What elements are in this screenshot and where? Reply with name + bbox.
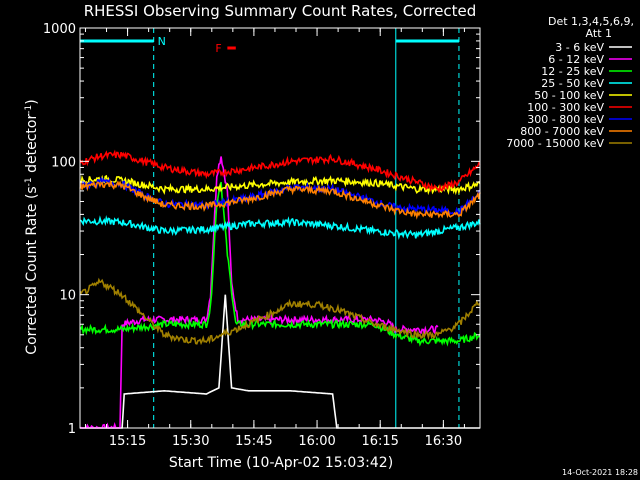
chart-title: RHESSI Observing Summary Count Rates, Co… <box>84 2 477 20</box>
series-lines <box>79 149 481 429</box>
series-line-0 <box>80 294 480 429</box>
legend-label: 12 - 25 keV <box>541 65 604 78</box>
y-tick-label: 1000 <box>43 22 76 37</box>
x-tick-label: 15:45 <box>235 434 272 449</box>
y-axis-label: Corrected Count Rate (s-1 detector-1) <box>24 99 40 354</box>
axis-ticks: 15:15 15:30 15:45 16:00 16:15 16:30 1 10 100 1000 <box>43 22 480 449</box>
x-axis-label: Start Time (10-Apr-02 15:03:42) <box>169 455 393 471</box>
series-line-7 <box>79 179 481 220</box>
y-tick-label: 100 <box>51 155 76 170</box>
y-tick-label: 10 <box>59 289 76 304</box>
x-tick-label: 16:00 <box>298 434 335 449</box>
legend-header-line2: Att 1 <box>586 27 612 40</box>
timestamp: 14-Oct-2021 18:28 <box>562 468 638 477</box>
legend-label: 800 - 7000 keV <box>520 125 604 138</box>
x-tick-label: 15:30 <box>172 434 209 449</box>
series-line-5 <box>79 149 481 194</box>
legend-label: 7000 - 15000 keV <box>506 137 604 150</box>
legend-label: 3 - 6 keV <box>555 41 604 54</box>
legend-label: 100 - 300 keV <box>527 101 604 114</box>
legend-label: 50 - 100 keV <box>534 89 604 102</box>
series-line-8 <box>79 277 481 346</box>
legend-header-line1: Det 1,3,4,5,6,9, <box>548 15 634 28</box>
annotation-label-F: F <box>215 42 221 55</box>
series-line-2 <box>79 181 481 347</box>
legend-label: 300 - 800 keV <box>527 113 604 126</box>
y-tick-label: 1 <box>68 422 76 437</box>
x-tick-label: 16:15 <box>361 434 398 449</box>
series-line-3 <box>79 215 481 240</box>
annotation-label-N: N <box>158 35 166 48</box>
plot-frame <box>79 27 481 429</box>
x-tick-label: 15:15 <box>109 434 146 449</box>
x-tick-label: 16:30 <box>425 434 462 449</box>
legend-label: 25 - 50 keV <box>541 77 604 90</box>
series-line-4 <box>79 174 481 196</box>
legend-label: 6 - 12 keV <box>548 53 604 66</box>
